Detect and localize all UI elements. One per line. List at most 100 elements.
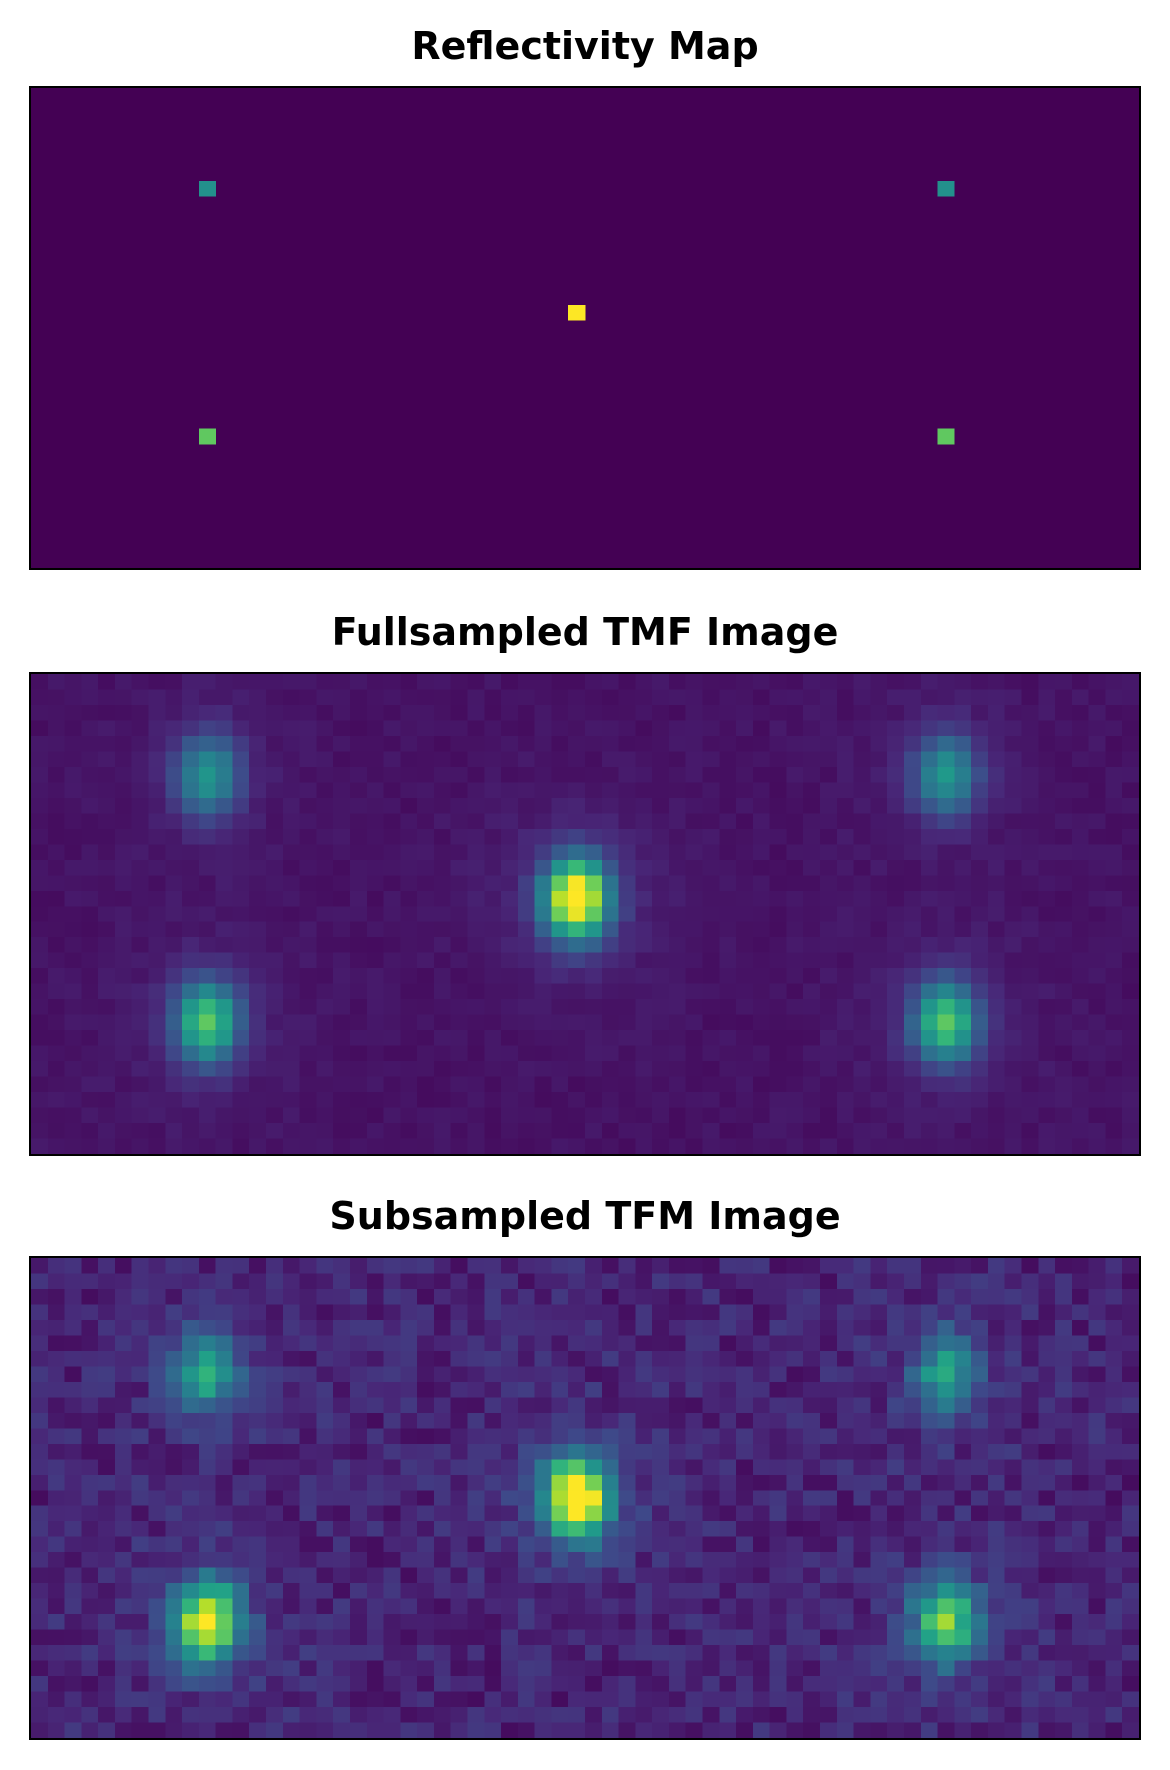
heatmap-cell xyxy=(971,1676,989,1692)
heatmap-cell xyxy=(752,1366,771,1383)
heatmap-cell xyxy=(568,751,586,768)
heatmap-cell xyxy=(232,751,250,768)
heatmap-cell xyxy=(1021,1288,1039,1305)
heatmap-cell xyxy=(81,1521,99,1538)
heatmap-cell xyxy=(165,1660,183,1677)
heatmap-cell xyxy=(652,968,670,984)
heatmap-cell xyxy=(937,1505,955,1522)
heatmap-cell xyxy=(652,875,670,892)
heatmap-cell xyxy=(534,921,552,938)
heatmap-cell xyxy=(1105,813,1123,830)
heatmap-cell xyxy=(81,1061,99,1077)
heatmap-cell xyxy=(299,1645,317,1661)
heatmap-cell xyxy=(64,689,82,706)
heatmap-cell xyxy=(920,1412,938,1429)
heatmap-cell xyxy=(400,1304,418,1321)
heatmap-cell xyxy=(249,890,267,907)
heatmap-cell xyxy=(198,1014,217,1031)
heatmap-cell xyxy=(820,689,838,706)
heatmap-cell xyxy=(433,813,452,830)
heatmap-cell xyxy=(652,751,670,768)
heatmap-cell xyxy=(266,813,284,830)
heatmap-cell xyxy=(349,968,368,984)
heatmap-cell xyxy=(467,844,485,861)
heatmap-cell xyxy=(987,1381,1006,1398)
heatmap-cell xyxy=(736,1366,754,1383)
heatmap-cell xyxy=(47,1107,65,1124)
heatmap-cell xyxy=(887,1412,905,1429)
heatmap-cell xyxy=(736,1459,754,1476)
heatmap-cell xyxy=(585,1273,603,1290)
heatmap-cell xyxy=(215,1092,233,1108)
heatmap-cell xyxy=(719,906,737,923)
heatmap-cell xyxy=(484,735,502,752)
heatmap-cell xyxy=(652,1459,670,1476)
heatmap-cell xyxy=(769,1123,787,1139)
heatmap-cell xyxy=(501,797,519,814)
heatmap-cell xyxy=(501,1350,519,1367)
heatmap-cell xyxy=(1122,1691,1139,1708)
heatmap-cell xyxy=(836,1014,854,1031)
heatmap-cell xyxy=(1105,689,1123,706)
heatmap-cell xyxy=(752,1273,771,1290)
heatmap-cell xyxy=(836,1138,854,1154)
heatmap-cell xyxy=(1088,1722,1106,1738)
heatmap-cell xyxy=(1038,1350,1056,1367)
heatmap-cell xyxy=(383,1552,401,1568)
heatmap-cell xyxy=(769,1092,787,1108)
heatmap-cell xyxy=(820,1123,838,1139)
heatmap-cell xyxy=(417,890,435,907)
heatmap-cell xyxy=(433,1474,452,1491)
heatmap-cell xyxy=(81,1505,99,1522)
heatmap-cell xyxy=(501,921,519,938)
heatmap-cell xyxy=(920,1335,938,1352)
heatmap-cell xyxy=(299,1397,317,1414)
heatmap-cell xyxy=(1004,1092,1022,1108)
heatmap-cell xyxy=(853,1707,871,1723)
heatmap-cell xyxy=(148,828,166,845)
heatmap-cell xyxy=(820,813,838,830)
heatmap-cell xyxy=(769,1707,787,1723)
heatmap-cell xyxy=(282,1536,300,1553)
heatmap-cell xyxy=(1004,1061,1022,1077)
heatmap-cell xyxy=(215,1304,233,1321)
heatmap-cell xyxy=(383,983,401,1000)
heatmap-cell xyxy=(920,1014,938,1031)
heatmap-cell xyxy=(299,1583,317,1599)
heatmap-cell xyxy=(920,844,938,861)
heatmap-cell xyxy=(803,968,821,984)
heatmap-cell xyxy=(282,1552,300,1568)
heatmap-cell xyxy=(652,1583,670,1599)
heatmap-cell xyxy=(971,1691,989,1708)
heatmap-cell xyxy=(601,921,619,938)
heatmap-cell xyxy=(551,751,569,768)
heatmap-cell xyxy=(450,1397,468,1414)
heatmap-cell xyxy=(853,968,871,984)
heatmap-cell xyxy=(266,1459,284,1476)
heatmap-cell xyxy=(182,1061,200,1077)
heatmap-cell xyxy=(366,1258,384,1274)
heatmap-cell xyxy=(517,689,535,706)
heatmap-cell xyxy=(568,1505,586,1522)
heatmap-cell xyxy=(736,1014,754,1031)
heatmap-cell xyxy=(215,1474,233,1491)
heatmap-cell xyxy=(954,1505,972,1522)
heatmap-cell xyxy=(954,1076,972,1093)
heatmap-cell xyxy=(769,1428,787,1445)
heatmap-cell xyxy=(618,890,636,907)
heatmap-cell xyxy=(349,751,368,768)
heatmap-cell xyxy=(769,1660,787,1677)
heatmap-cell xyxy=(484,1319,502,1336)
heatmap-cell xyxy=(971,1428,989,1445)
heatmap-cell xyxy=(232,1412,250,1429)
heatmap-cell xyxy=(601,1583,619,1599)
heatmap-cell xyxy=(517,1490,535,1507)
heatmap-cell xyxy=(719,1304,737,1321)
heatmap-cell xyxy=(433,828,452,845)
heatmap-cell xyxy=(417,1428,435,1445)
heatmap-cell xyxy=(971,813,989,830)
heatmap-cell xyxy=(165,1304,183,1321)
heatmap-cell xyxy=(215,1490,233,1507)
heatmap-cell xyxy=(249,1304,267,1321)
heatmap-cell xyxy=(736,1645,754,1661)
